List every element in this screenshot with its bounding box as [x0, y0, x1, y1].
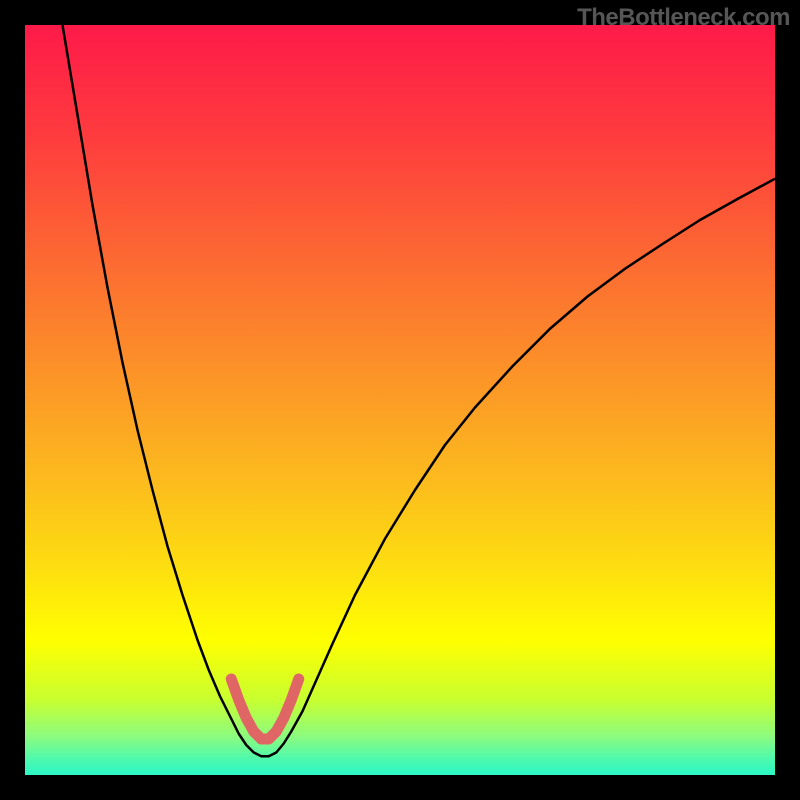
chart-frame: TheBottleneck.com: [0, 0, 800, 800]
gradient-background: [25, 25, 775, 775]
bottleneck-chart-svg: [25, 25, 775, 775]
plot-area: [25, 25, 775, 775]
